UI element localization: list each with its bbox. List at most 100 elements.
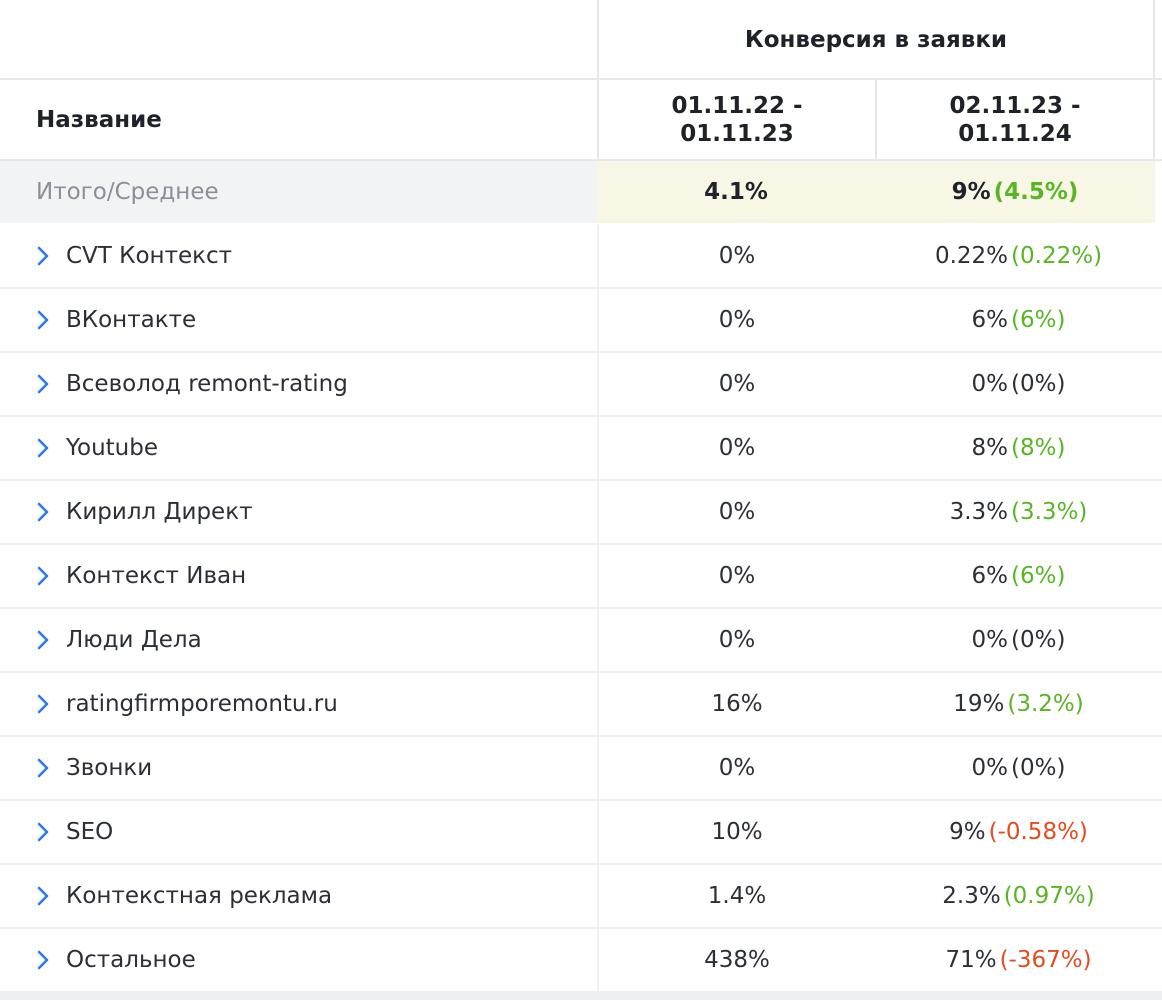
value-2: 9%	[949, 819, 986, 845]
diff-2: (6%)	[1011, 563, 1066, 589]
row-name-cell[interactable]: SEO	[0, 801, 597, 863]
row-value-period-2: 0% (0%)	[875, 609, 1162, 671]
chevron-right-icon[interactable]	[36, 821, 66, 843]
row-name-label: SEO	[66, 819, 114, 845]
value-1: 0%	[718, 755, 756, 781]
table-row[interactable]: SEO 10% 9% (-0.58%)	[0, 801, 1162, 865]
table-header-row: Название 01.11.22 - 01.11.23 02.11.23 - …	[0, 80, 1162, 161]
row-name-label: Youtube	[66, 435, 158, 461]
diff-2: (0.97%)	[1003, 883, 1095, 909]
row-value-period-1: 10%	[597, 801, 875, 863]
horizontal-scrollbar[interactable]	[0, 993, 1162, 1000]
total-label: Итого/Среднее	[0, 161, 597, 223]
row-value-period-1: 0%	[597, 353, 875, 415]
table-row[interactable]: Youtube 0% 8% (8%)	[0, 417, 1162, 481]
column-group-title[interactable]: Конверсия в заявки	[597, 0, 1155, 80]
row-name-cell[interactable]: Контекстная реклама	[0, 865, 597, 927]
value-2: 8%	[971, 435, 1009, 461]
diff-2: (0%)	[1011, 371, 1066, 397]
table-row[interactable]: ratingfirmporemontu.ru 16% 19% (3.2%)	[0, 673, 1162, 737]
row-value-period-2: 2.3% (0.97%)	[875, 865, 1162, 927]
value-2: 0.22%	[934, 243, 1009, 269]
row-value-period-2: 0% (0%)	[875, 737, 1162, 799]
row-value-period-1: 0%	[597, 545, 875, 607]
row-value-period-1: 0%	[597, 609, 875, 671]
row-name-cell[interactable]: ВКонтакте	[0, 289, 597, 351]
row-value-period-2: 6% (6%)	[875, 289, 1162, 351]
table-row[interactable]: Кирилл Директ 0% 3.3% (3.3%)	[0, 481, 1162, 545]
value-1: 0%	[718, 371, 756, 397]
table-row[interactable]: Люди Дела 0% 0% (0%)	[0, 609, 1162, 673]
total-value-period-1: 4.1%	[597, 161, 875, 223]
row-name-cell[interactable]: CVT Контекст	[0, 225, 597, 287]
value-1: 0%	[718, 435, 756, 461]
row-name-cell[interactable]: Остальное	[0, 929, 597, 991]
chevron-right-icon[interactable]	[36, 373, 66, 395]
period-1-column-header[interactable]: 01.11.22 - 01.11.23	[597, 80, 875, 159]
row-name-label: ratingfirmporemontu.ru	[66, 691, 338, 717]
chevron-right-icon[interactable]	[36, 309, 66, 331]
row-name-cell[interactable]: Контекст Иван	[0, 545, 597, 607]
chevron-right-icon[interactable]	[36, 501, 66, 523]
diff-2: (-0.58%)	[988, 819, 1088, 845]
value-1: 0%	[718, 307, 756, 333]
row-value-period-2: 8% (8%)	[875, 417, 1162, 479]
row-name-label: Всеволод remont-rating	[66, 371, 348, 397]
value-2: 71%	[945, 947, 997, 973]
period-2-column-header[interactable]: 02.11.23 - 01.11.24	[875, 80, 1155, 159]
diff-2: (3.2%)	[1007, 691, 1084, 717]
value-1: 0%	[718, 243, 756, 269]
diff-2: (3.3%)	[1011, 499, 1088, 525]
name-column-header[interactable]: Название	[36, 106, 162, 133]
row-name-label: Остальное	[66, 947, 196, 973]
row-name-label: ВКонтакте	[66, 307, 197, 333]
row-name-cell[interactable]: Звонки	[0, 737, 597, 799]
chevron-right-icon[interactable]	[36, 245, 66, 267]
row-name-cell[interactable]: Люди Дела	[0, 609, 597, 671]
row-value-period-1: 16%	[597, 673, 875, 735]
total-value-period-2: 9% (4.5%)	[875, 161, 1155, 223]
row-name-label: Контекст Иван	[66, 563, 247, 589]
chevron-right-icon[interactable]	[36, 693, 66, 715]
chevron-right-icon[interactable]	[36, 629, 66, 651]
row-name-cell[interactable]: Всеволод remont-rating	[0, 353, 597, 415]
value-2: 19%	[953, 691, 1005, 717]
row-value-period-2: 19% (3.2%)	[875, 673, 1162, 735]
row-value-period-2: 0.22% (0.22%)	[875, 225, 1162, 287]
diff-2: (8%)	[1011, 435, 1066, 461]
value-2: 0%	[971, 627, 1009, 653]
table-row[interactable]: ВКонтакте 0% 6% (6%)	[0, 289, 1162, 353]
table-header-group-row: Конверсия в заявки	[0, 0, 1162, 80]
diff-2: (0.22%)	[1011, 243, 1103, 269]
chevron-right-icon[interactable]	[36, 757, 66, 779]
row-value-period-1: 0%	[597, 417, 875, 479]
row-name-cell[interactable]: Youtube	[0, 417, 597, 479]
value-1: 0%	[718, 563, 756, 589]
chevron-right-icon[interactable]	[36, 949, 66, 971]
value-2: 0%	[971, 755, 1009, 781]
value-1: 1.4%	[707, 883, 767, 909]
table-row[interactable]: Всеволод remont-rating 0% 0% (0%)	[0, 353, 1162, 417]
row-value-period-1: 0%	[597, 481, 875, 543]
chevron-right-icon[interactable]	[36, 565, 66, 587]
row-value-period-1: 0%	[597, 289, 875, 351]
total-diff-2: (4.5%)	[993, 179, 1079, 205]
row-value-period-2: 6% (6%)	[875, 545, 1162, 607]
chevron-right-icon[interactable]	[36, 885, 66, 907]
table-row[interactable]: Остальное 438% 71% (-367%)	[0, 929, 1162, 993]
row-name-cell[interactable]: Кирилл Директ	[0, 481, 597, 543]
row-value-period-1: 1.4%	[597, 865, 875, 927]
value-1: 438%	[704, 947, 770, 973]
table-row[interactable]: CVT Контекст 0% 0.22% (0.22%)	[0, 225, 1162, 289]
table-row[interactable]: Контекстная реклама 1.4% 2.3% (0.97%)	[0, 865, 1162, 929]
row-value-period-1: 438%	[597, 929, 875, 991]
row-name-label: CVT Контекст	[66, 243, 233, 269]
table-row[interactable]: Контекст Иван 0% 6% (6%)	[0, 545, 1162, 609]
row-value-period-1: 0%	[597, 225, 875, 287]
table-row[interactable]: Звонки 0% 0% (0%)	[0, 737, 1162, 801]
chevron-right-icon[interactable]	[36, 437, 66, 459]
value-1: 16%	[711, 691, 763, 717]
row-name-cell[interactable]: ratingfirmporemontu.ru	[0, 673, 597, 735]
total-value-2: 9%	[951, 179, 991, 205]
